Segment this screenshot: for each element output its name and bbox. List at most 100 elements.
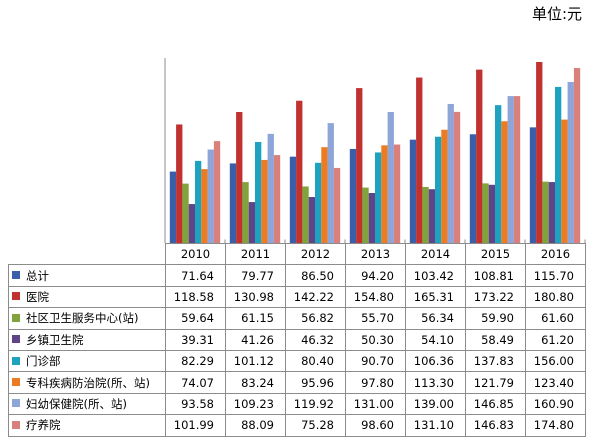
legend-swatch (12, 292, 20, 301)
table-row: 专科疾病防治院(所、站) 74.07 83.24 95.96 97.80 113.30 12… (8, 371, 586, 394)
value-cell: 154.80 (345, 285, 406, 309)
bar-2010-s7 (213, 141, 221, 243)
value-cell: 180.80 (525, 285, 586, 309)
year-header-2013: 2013 (345, 242, 406, 266)
bar-2015-s3 (488, 184, 495, 243)
value-cell: 83.24 (225, 371, 286, 394)
value-cell: 101.12 (225, 349, 286, 373)
value-cell: 123.40 (525, 371, 586, 394)
bar-2014-s1 (416, 77, 423, 243)
bar-2011-s6 (267, 133, 274, 243)
value-cell: 156.00 (525, 349, 586, 373)
bar-2016-s2 (542, 181, 549, 243)
table-row: 社区卫生服务中心(站) 59.64 61.15 56.82 55.70 56.34 59.9… (8, 307, 586, 330)
bar-2015-s2 (482, 183, 489, 243)
series-name: 门诊部 (26, 354, 61, 369)
legend-swatch (12, 335, 20, 344)
bar-2013-s1 (356, 88, 363, 243)
series-name: 乡镇卫生院 (26, 332, 84, 347)
table-row: 医院 118.58 130.98 142.22 154.80 165.31 173.22 18… (8, 285, 586, 309)
table-corner (8, 243, 166, 266)
legend-swatch (12, 378, 20, 387)
value-cell: 86.50 (285, 264, 346, 287)
value-cell: 98.60 (345, 414, 406, 437)
value-cell: 61.20 (525, 328, 586, 351)
bar-2014-s7 (453, 111, 461, 243)
value-cell: 115.70 (525, 264, 586, 287)
series-label: 疗养院 (8, 414, 166, 437)
series-label: 门诊部 (8, 349, 166, 373)
series-label: 妇幼保健院(所、站) (8, 392, 166, 416)
bar-2010-s6 (207, 149, 214, 243)
bar-2012-s6 (327, 123, 334, 243)
value-cell: 59.64 (165, 307, 226, 330)
value-cell: 50.30 (345, 328, 406, 351)
value-cell: 103.42 (405, 264, 466, 287)
bar-chart (164, 58, 586, 243)
value-cell: 106.36 (405, 349, 466, 373)
bar-2013-s3 (368, 193, 375, 243)
series-label: 专科疾病防治院(所、站) (8, 371, 166, 394)
value-cell: 56.34 (405, 307, 466, 330)
bar-2012-s4 (315, 162, 322, 243)
series-label: 医院 (8, 285, 166, 309)
bar-2013-s7 (393, 144, 401, 243)
series-label: 乡镇卫生院 (8, 328, 166, 351)
bar-2012-s0 (289, 156, 297, 243)
series-name: 总计 (26, 268, 49, 283)
value-cell: 39.31 (165, 328, 226, 351)
value-cell: 95.96 (285, 371, 346, 394)
value-cell: 108.81 (465, 264, 526, 287)
bar-2010-s3 (188, 204, 195, 243)
value-cell: 46.32 (285, 328, 346, 351)
value-cell: 61.60 (525, 307, 586, 330)
bar-2012-s5 (321, 147, 328, 243)
value-cell: 74.07 (165, 371, 226, 394)
year-header-2015: 2015 (465, 242, 526, 266)
value-cell: 174.80 (525, 414, 586, 437)
table-row: 乡镇卫生院 39.31 41.26 46.32 50.30 54.10 58.49 61.20 (8, 328, 586, 351)
value-cell: 109.23 (225, 392, 286, 416)
bar-2011-s1 (236, 112, 243, 243)
value-cell: 59.90 (465, 307, 526, 330)
value-cell: 79.77 (225, 264, 286, 287)
bar-2015-s7 (513, 96, 521, 243)
value-cell: 160.90 (525, 392, 586, 416)
series-name: 疗养院 (26, 418, 61, 433)
value-cell: 54.10 (405, 328, 466, 351)
bar-2013-s2 (362, 187, 369, 243)
bar-2011-s4 (255, 141, 262, 243)
bar-2016-s0 (529, 127, 537, 243)
value-cell: 137.83 (465, 349, 526, 373)
bar-2010-s4 (195, 160, 202, 243)
table-row: 总计 71.64 79.77 86.50 94.20 103.42 108.81 115.70 (8, 264, 586, 287)
bar-2010-s0 (169, 171, 177, 243)
bar-2016-s4 (555, 86, 562, 243)
bar-2012-s1 (296, 100, 303, 243)
year-header-2014: 2014 (405, 242, 466, 266)
value-cell: 173.22 (465, 285, 526, 309)
legend-swatch (12, 399, 20, 408)
year-header-2011: 2011 (225, 242, 286, 266)
bar-2013-s4 (375, 152, 382, 243)
value-cell: 56.82 (285, 307, 346, 330)
value-cell: 146.83 (465, 414, 526, 437)
bar-2013-s6 (387, 111, 394, 243)
value-cell: 113.30 (405, 371, 466, 394)
bar-2010-s2 (182, 183, 189, 243)
value-cell: 88.09 (225, 414, 286, 437)
bar-2016-s3 (548, 182, 555, 243)
bar-2013-s0 (349, 148, 357, 243)
bar-2014-s5 (441, 129, 448, 243)
value-cell: 121.79 (465, 371, 526, 394)
bar-2012-s3 (308, 197, 315, 243)
legend-swatch (12, 420, 20, 429)
bar-2015-s6 (507, 96, 514, 243)
table-row: 妇幼保健院(所、站) 93.58 109.23 119.92 131.00 139.00 1… (8, 392, 586, 416)
bar-2011-s7 (273, 155, 281, 243)
bar-2011-s5 (261, 159, 268, 243)
bar-2015-s0 (469, 134, 477, 243)
bar-2012-s2 (302, 186, 309, 243)
bar-2013-s5 (381, 145, 388, 243)
series-name: 社区卫生服务中心(站) (26, 311, 139, 326)
